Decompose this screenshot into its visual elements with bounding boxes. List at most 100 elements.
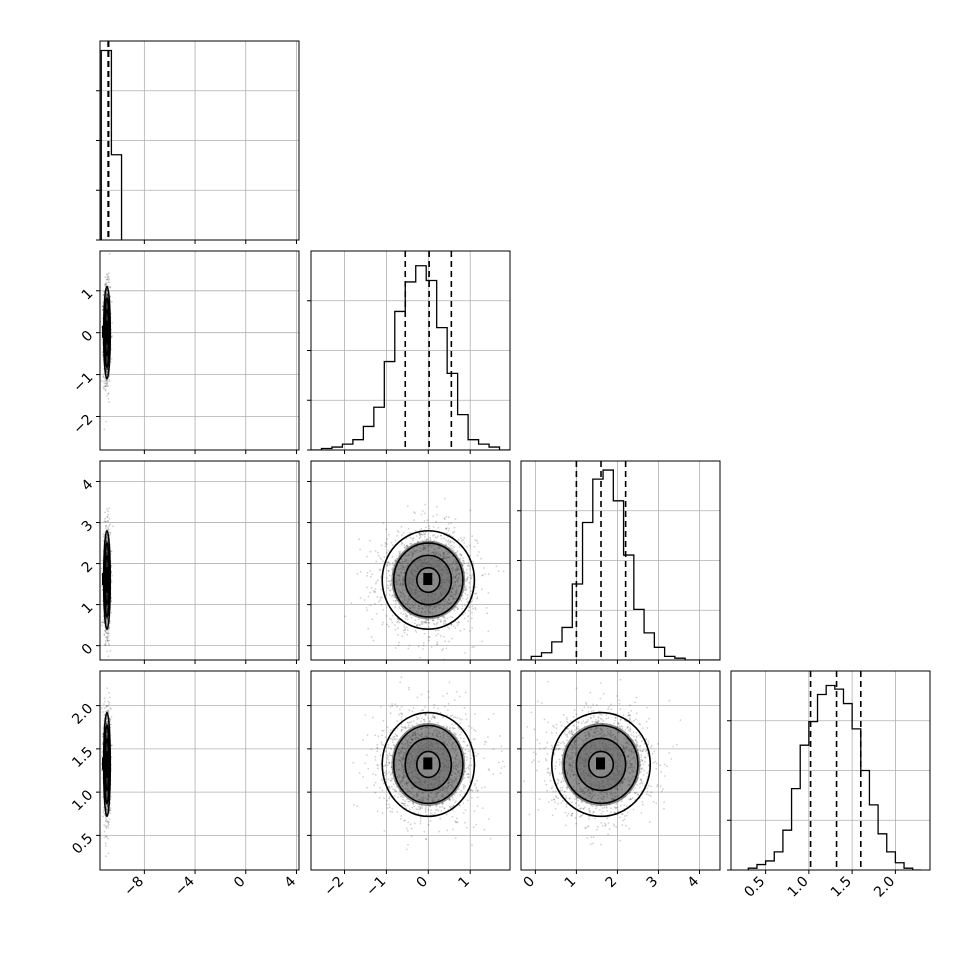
scatter-point <box>105 635 107 638</box>
scatter-point <box>103 428 106 431</box>
scatter-point <box>466 597 469 599</box>
scatter-point <box>406 633 408 636</box>
scatter-point <box>443 617 446 619</box>
scatter-point <box>423 520 426 522</box>
density-peak <box>423 572 433 585</box>
scatter-point <box>105 420 107 423</box>
scatter-point <box>371 573 373 575</box>
scatter-point <box>460 554 463 557</box>
scatter-point <box>397 644 400 647</box>
scatter-point <box>485 606 488 609</box>
scatter-point <box>495 565 498 568</box>
scatter-point <box>463 628 466 631</box>
scatter-point <box>435 513 438 516</box>
scatter-point <box>386 584 389 587</box>
scatter-point <box>430 646 433 648</box>
scatter-point <box>451 547 454 550</box>
scatter-point <box>486 612 489 615</box>
scatter-point <box>406 545 409 548</box>
scatter-point <box>460 537 462 539</box>
scatter-point <box>418 532 421 535</box>
scatter-point <box>105 520 108 523</box>
scatter-point <box>398 551 400 553</box>
scatter-point <box>432 526 435 528</box>
scatter-point <box>480 588 483 591</box>
scatter-point <box>450 547 452 549</box>
scatter-point <box>473 645 476 648</box>
scatter-point <box>408 532 411 534</box>
scatter-point <box>102 809 105 812</box>
scatter-point <box>456 608 459 611</box>
scatter-point <box>105 524 108 527</box>
scatter-point <box>482 574 484 577</box>
scatter-point <box>431 534 434 537</box>
scatter-point <box>388 589 391 592</box>
axis-frame <box>99 460 300 661</box>
scatter-point <box>372 639 375 642</box>
scatter-point <box>443 615 445 618</box>
scatter-point <box>105 632 108 635</box>
scatter-point <box>421 510 424 512</box>
scatter-point <box>428 636 431 638</box>
scatter-point <box>443 623 446 626</box>
scatter-point <box>429 538 432 541</box>
scatter-point <box>445 647 448 650</box>
scatter-point <box>359 597 362 599</box>
scatter-point <box>469 574 471 577</box>
scatter-point <box>425 620 427 622</box>
scatter-point <box>106 620 109 623</box>
scatter-point <box>474 608 477 611</box>
scatter-point <box>385 528 388 531</box>
scatter-point <box>392 594 394 597</box>
scatter-point <box>421 533 423 536</box>
scatter-point <box>105 278 108 281</box>
scatter-point <box>443 537 445 540</box>
scatter-point <box>112 525 114 528</box>
scatter-point <box>463 617 466 620</box>
scatter-point <box>106 623 108 625</box>
scatter-point <box>374 550 377 552</box>
scatter-point <box>402 531 405 534</box>
scatter-point <box>462 559 465 562</box>
scatter-point <box>106 537 108 540</box>
scatter-point <box>421 539 424 542</box>
scatter-point <box>470 576 472 579</box>
scatter-point <box>380 576 382 578</box>
scatter-point <box>107 510 109 513</box>
scatter-point <box>104 379 107 382</box>
scatter-point <box>389 574 391 577</box>
scatter-point <box>383 556 386 559</box>
scatter-point <box>105 283 107 286</box>
scatter-point <box>105 383 108 386</box>
scatter-point <box>366 571 369 574</box>
scatter-point <box>106 508 108 511</box>
scatter-point <box>392 564 394 566</box>
scatter-point <box>451 540 454 543</box>
scatter-point <box>394 560 396 563</box>
scatter-point <box>466 545 468 548</box>
scatter-point <box>422 648 424 650</box>
scatter-point <box>417 618 420 621</box>
scatter-point <box>104 825 107 828</box>
scatter-point <box>465 598 468 601</box>
scatter-point <box>466 577 469 580</box>
scatter-point <box>104 284 106 286</box>
scatter-point <box>108 524 111 527</box>
scatter-point <box>371 618 374 621</box>
scatter-point <box>453 526 456 529</box>
scatter-point <box>105 281 107 284</box>
scatter-point <box>105 636 108 639</box>
scatter-point <box>435 520 437 523</box>
scatter-point <box>416 624 419 626</box>
scatter-point <box>453 625 455 628</box>
scatter-point <box>480 557 482 560</box>
scatter-point <box>106 293 108 296</box>
scatter-point <box>435 634 437 637</box>
scatter-point <box>102 535 105 538</box>
scatter-point <box>442 622 445 624</box>
scatter-point <box>437 618 439 621</box>
scatter-point <box>436 629 438 631</box>
scatter-point <box>104 527 107 529</box>
scatter-point <box>379 557 382 559</box>
scatter-point <box>107 281 110 284</box>
